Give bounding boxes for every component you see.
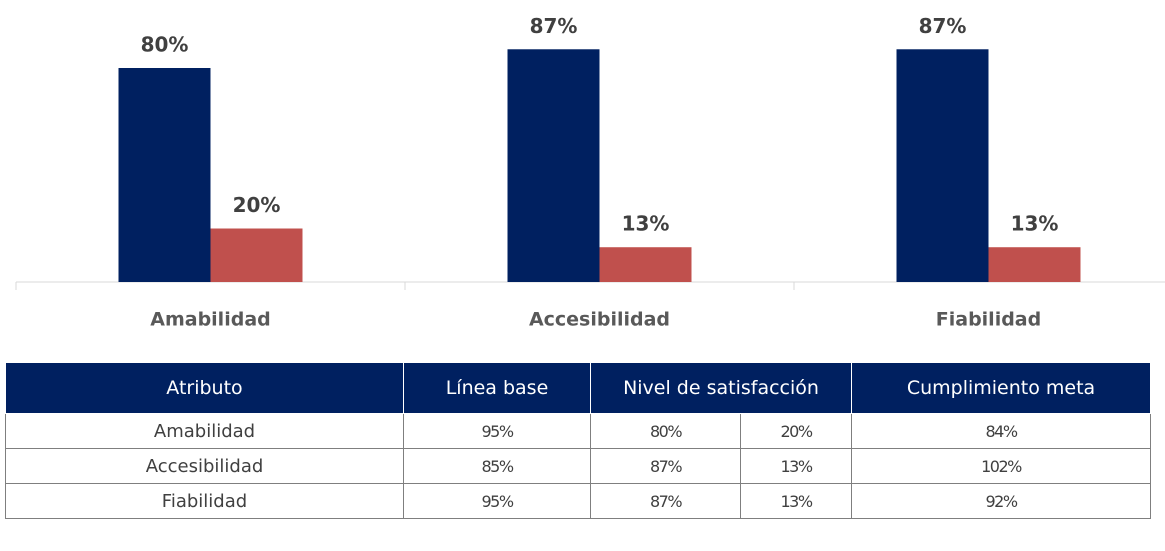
category-label: Accesibilidad — [529, 309, 670, 331]
table-cell: 95% — [403, 413, 591, 449]
bar — [599, 247, 692, 282]
table-cell: 80% — [590, 413, 741, 449]
header-cell: Nivel de satisfacción — [590, 362, 852, 414]
header-cell: Atributo — [5, 362, 404, 414]
header-cell: Cumplimiento meta — [851, 362, 1151, 414]
value-label: 87% — [919, 14, 967, 38]
value-label: 13% — [1011, 212, 1059, 236]
value-label: 13% — [622, 212, 670, 236]
table-cell: 13% — [740, 448, 852, 484]
header-cell: Línea base — [403, 362, 591, 414]
table-cell: 20% — [740, 413, 852, 449]
bar — [896, 49, 989, 283]
bar — [118, 68, 211, 282]
value-label: 20% — [233, 193, 281, 217]
table-cell: 87% — [590, 483, 741, 519]
table-cell: 84% — [851, 413, 1151, 449]
chart: Amabilidad 80% 20% Accesibilidad 87% 13% Fiabi… — [15, 14, 1165, 331]
table-row: Accesibilidad 85% 87% 13% 102% — [5, 448, 1151, 484]
table-cell: 13% — [740, 483, 852, 519]
table-cell: 87% — [590, 448, 741, 484]
data-table: Atributo Línea base Nivel de satisfacció… — [5, 362, 1151, 519]
table-body: Amabilidad 95% 80% 20% 84% Accesibilidad 85% 87… — [5, 413, 1151, 519]
table-cell: 95% — [403, 483, 591, 519]
table-row: Fiabilidad 95% 87% 13% 92% — [5, 483, 1151, 519]
table-cell: 102% — [851, 448, 1151, 484]
category-label: Fiabilidad — [936, 309, 1041, 331]
bar — [210, 228, 303, 282]
table-cell: Fiabilidad — [5, 483, 404, 519]
table-cell: 85% — [403, 448, 591, 484]
table-row: Amabilidad 95% 80% 20% 84% — [5, 413, 1151, 449]
bar — [507, 49, 600, 283]
category-label: Amabilidad — [150, 309, 271, 331]
header-row: Atributo Línea base Nivel de satisfacció… — [5, 362, 1151, 414]
bar — [988, 247, 1081, 282]
table-cell: Accesibilidad — [5, 448, 404, 484]
table-cell: 92% — [851, 483, 1151, 519]
value-label: 87% — [530, 14, 578, 38]
table-cell: Amabilidad — [5, 413, 404, 449]
value-label: 80% — [141, 33, 189, 57]
